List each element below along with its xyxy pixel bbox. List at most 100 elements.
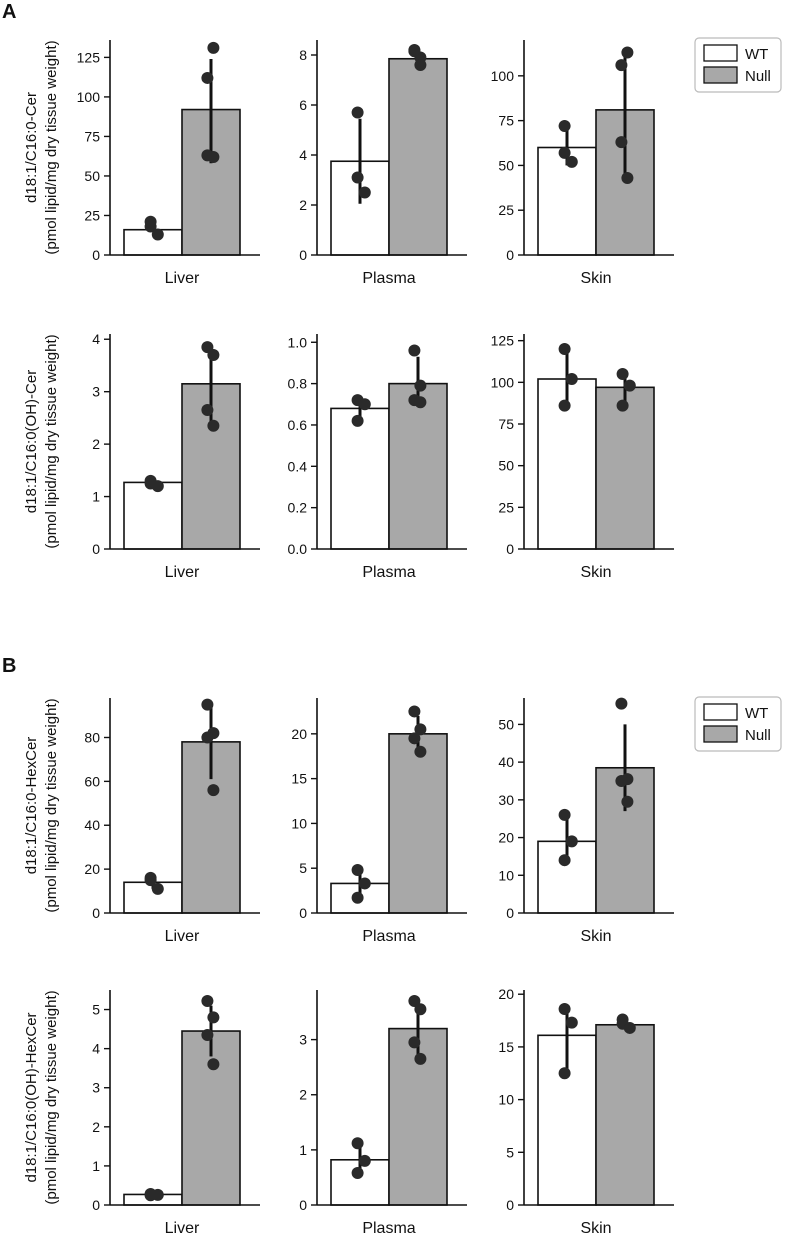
bar-null — [388, 382, 448, 550]
data-point-null — [414, 59, 427, 71]
y-tick-label: 0.4 — [288, 458, 308, 474]
y-tick-label: 100 — [77, 89, 101, 105]
y-tick-label: 75 — [84, 128, 100, 144]
data-point-wt — [144, 474, 157, 487]
subplot-a-0-0: 0 25 50 75 100 125 Liver d18:1/C16:0-Cer (pmol l… — [23, 40, 260, 287]
data-point-wt — [351, 106, 364, 119]
subplot-b-1-1: 0 1 2 3 Plasma — [299, 990, 467, 1237]
legend-swatch-null — [703, 66, 738, 84]
y-tick-label: 10 — [498, 867, 514, 883]
data-point-null — [615, 697, 628, 710]
data-point-null — [615, 59, 628, 72]
data-point-wt — [558, 146, 571, 159]
y-tick-label: 0 — [506, 1197, 514, 1213]
x-axis-label: Liver — [165, 270, 200, 287]
y-tick-label: 2 — [299, 197, 307, 213]
data-point-null — [414, 379, 427, 392]
subplot-a-1-0: 0 1 2 3 4 Liver d18:1/C16:0(OH)-Cer (pmol lipid… — [23, 331, 260, 581]
y-axis-label: (pmol lipid/mg dry tissue weight) — [43, 990, 60, 1204]
data-point-wt — [151, 882, 164, 895]
y-tick-label: 40 — [84, 817, 100, 833]
y-tick-label: 5 — [299, 860, 307, 876]
y-tick-label: 100 — [491, 374, 515, 390]
data-point-null — [616, 399, 629, 412]
x-axis-label: Skin — [580, 928, 611, 945]
data-point-null — [616, 1013, 629, 1026]
legend-panel-a: WT Null — [694, 37, 782, 93]
y-tick-label: 0 — [92, 541, 100, 557]
data-point-wt — [565, 373, 578, 385]
y-tick-label: 5 — [92, 1002, 100, 1018]
data-point-wt — [558, 343, 571, 355]
data-point-wt — [558, 1067, 571, 1080]
data-point-wt — [558, 854, 571, 867]
y-tick-label: 4 — [92, 1041, 100, 1057]
y-tick-label: 0 — [506, 541, 514, 557]
data-point-null — [201, 994, 214, 1007]
y-tick-label: 2 — [92, 436, 100, 452]
y-tick-label: 0 — [299, 1197, 307, 1213]
data-point-null — [408, 44, 421, 56]
panel-label-b: B — [2, 655, 16, 677]
data-point-wt — [558, 808, 571, 821]
data-point-null — [207, 348, 220, 361]
y-tick-label: 0 — [299, 247, 307, 263]
legend-label-null: Null — [745, 727, 771, 744]
bar-null — [388, 57, 448, 256]
y-tick-label: 25 — [498, 202, 514, 218]
y-tick-label: 80 — [84, 729, 100, 745]
y-tick-label: 0 — [506, 905, 514, 921]
x-axis-label: Skin — [580, 564, 611, 581]
data-point-null — [207, 784, 220, 797]
y-tick-label: 4 — [299, 147, 307, 163]
data-point-wt — [558, 120, 571, 132]
data-point-null — [201, 1028, 214, 1041]
data-point-wt — [351, 891, 364, 904]
data-point-wt — [351, 864, 364, 876]
data-point-null — [623, 1021, 636, 1034]
legend-label-wt: WT — [745, 705, 768, 722]
y-tick-label: 5 — [506, 1144, 514, 1160]
y-tick-label: 0 — [299, 905, 307, 921]
y-tick-label: 25 — [84, 207, 100, 223]
data-point-null — [414, 723, 427, 736]
data-point-null — [207, 41, 220, 54]
y-axis-label: (pmol lipid/mg dry tissue weight) — [43, 40, 60, 254]
data-point-wt — [358, 186, 371, 199]
data-point-null — [408, 705, 421, 718]
y-tick-label: 75 — [498, 416, 514, 432]
y-tick-label: 100 — [491, 68, 515, 84]
y-tick-label: 10 — [498, 1092, 514, 1108]
y-tick-label: 20 — [84, 861, 100, 877]
subplot-a-1-1: 0.0 0.2 0.4 0.6 0.8 1.0 Plasma — [288, 334, 467, 581]
data-point-null — [201, 731, 214, 744]
x-axis-label: Liver — [165, 928, 200, 945]
data-point-wt — [565, 155, 578, 168]
subplot-a-0-2: 0 25 50 75 100 Skin — [491, 40, 674, 287]
y-tick-label: 1 — [299, 1142, 307, 1158]
data-point-null — [408, 732, 421, 745]
y-tick-label: 75 — [498, 113, 514, 129]
y-tick-label: 0 — [92, 247, 100, 263]
legends-group: WT Null WT Null — [694, 37, 782, 752]
legend-label-null: Null — [745, 68, 771, 85]
x-axis-label: Plasma — [362, 270, 415, 287]
y-tick-label: 40 — [498, 754, 514, 770]
bar-wt — [330, 407, 390, 550]
data-point-null — [408, 995, 421, 1008]
y-tick-label: 3 — [92, 1080, 100, 1096]
data-point-null — [414, 1003, 427, 1016]
y-tick-label: 0 — [92, 1197, 100, 1213]
x-axis-label: Plasma — [362, 928, 415, 945]
subplot-b-0-0: 0 20 40 60 80 Liver d18:1/C16:0-HexCer (pmol li… — [23, 698, 260, 945]
x-axis-label: Plasma — [362, 1220, 415, 1237]
subplot-b-1-2: 0 5 10 15 20 Skin — [498, 986, 674, 1237]
data-point-null — [621, 46, 634, 59]
legend-panel-b: WT Null — [694, 696, 782, 752]
y-tick-label: 50 — [84, 168, 100, 184]
subplot-b-0-1: 0 5 10 15 20 Plasma — [291, 698, 467, 945]
y-tick-label: 50 — [498, 157, 514, 173]
data-point-null — [621, 171, 634, 184]
y-tick-label: 1 — [92, 489, 100, 505]
